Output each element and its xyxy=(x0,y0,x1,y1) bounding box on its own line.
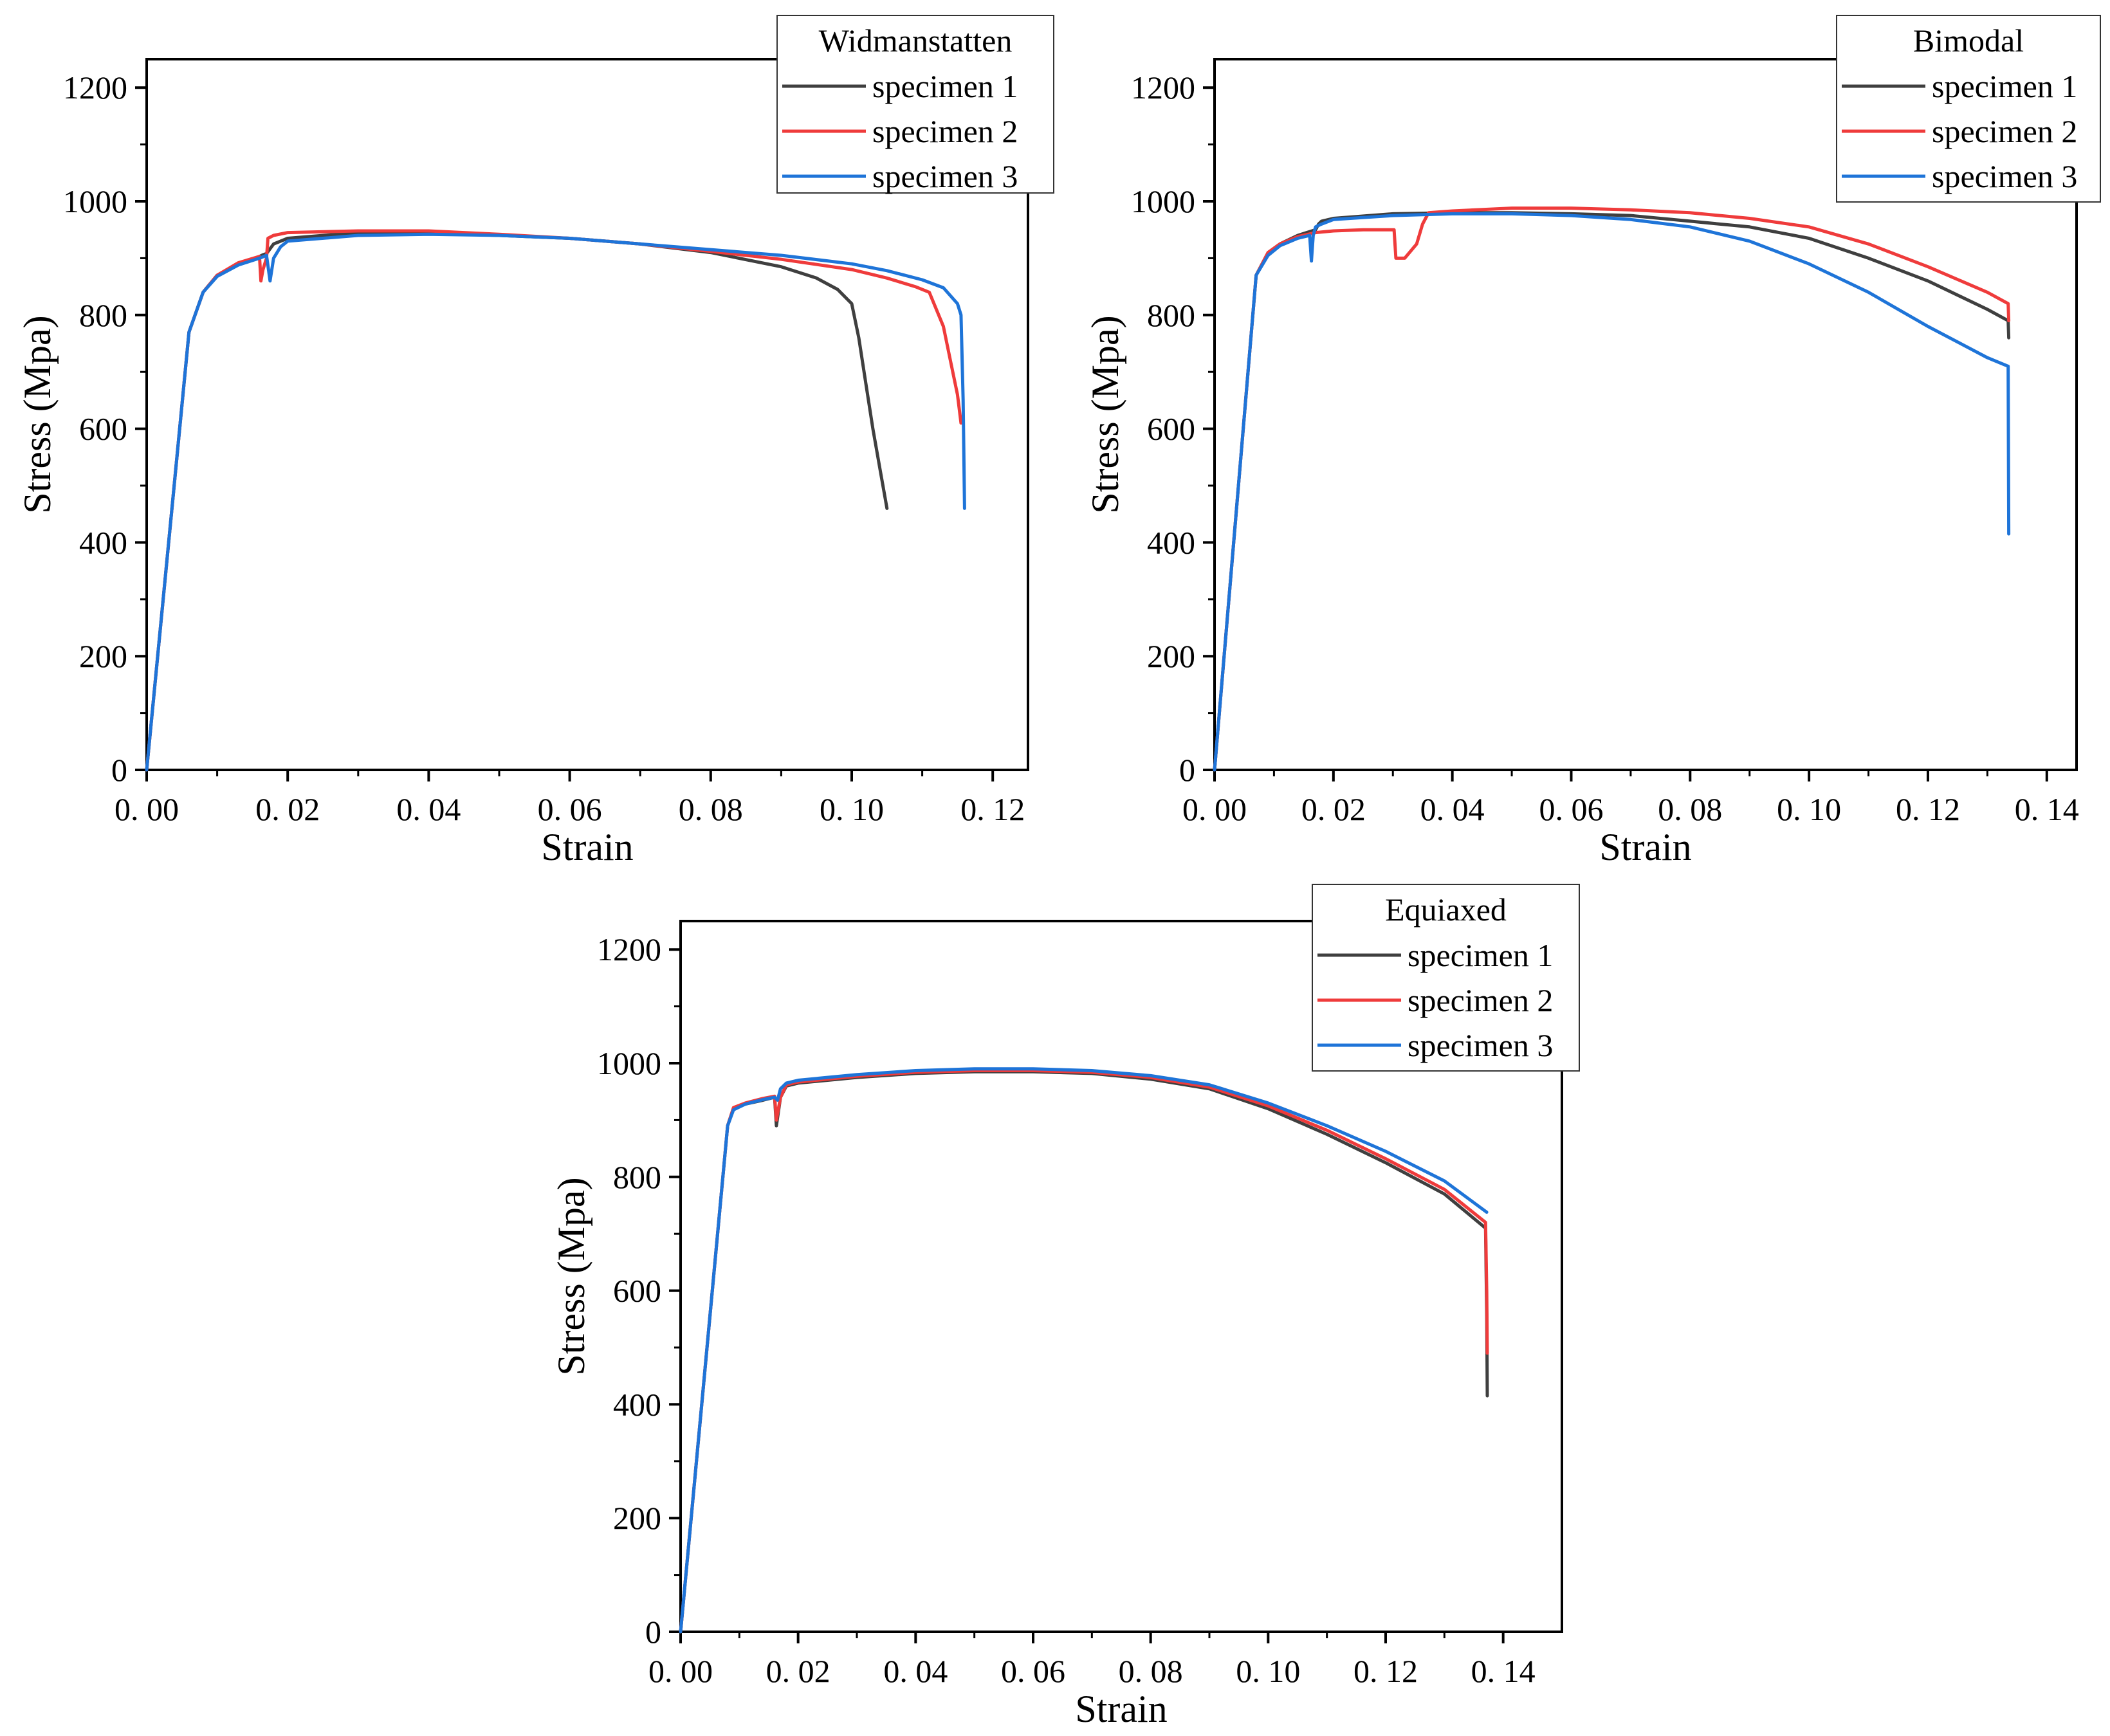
x-tick-label: 0. 14 xyxy=(2015,791,2079,827)
x-tick-label: 0. 00 xyxy=(1182,791,1247,827)
legend: Equiaxed specimen 1 specimen 2 specimen 3 xyxy=(1312,884,1580,1072)
x-tick-label: 0. 02 xyxy=(255,791,320,827)
legend: Bimodal specimen 1 specimen 2 specimen 3 xyxy=(1836,15,2101,203)
legend-title: Equiaxed xyxy=(1385,891,1507,927)
x-tick-label: 0. 06 xyxy=(538,791,602,827)
legend: Widmanstatten specimen 1 specimen 2 specime… xyxy=(776,15,1054,194)
y-tick-label: 600 xyxy=(613,1273,661,1309)
series-line-specimen-1 xyxy=(679,1070,1489,1634)
x-tick-label: 0. 00 xyxy=(648,1653,713,1689)
y-tick-label: 1000 xyxy=(597,1045,661,1081)
y-tick-label: 1000 xyxy=(1131,183,1195,219)
x-tick-label: 0. 12 xyxy=(1896,791,1960,827)
x-tick-label: 0. 10 xyxy=(1236,1653,1300,1689)
legend-label-specimen-2: specimen 2 xyxy=(1932,113,2077,149)
y-tick-label: 200 xyxy=(613,1500,661,1536)
x-tick-label: 0. 04 xyxy=(1420,791,1485,827)
chart-panel-2: 0 200 400 600 800 1000 1200 0. 00 0. 02 0. 04 0. 0… xyxy=(1084,15,2101,868)
y-tick-label: 800 xyxy=(613,1159,661,1195)
y-tick-label: 200 xyxy=(1147,638,1195,674)
chart-panel-1: 0 200 400 600 800 1000 1200 0. 00 0. 02 0. 04 0. 0… xyxy=(16,15,1054,868)
series-line-specimen-1 xyxy=(1213,211,2011,772)
y-tick-label: 400 xyxy=(613,1386,661,1422)
x-tick-label: 0. 04 xyxy=(883,1653,948,1689)
x-tick-label: 0. 14 xyxy=(1471,1653,1536,1689)
y-tick-label: 400 xyxy=(79,524,127,560)
x-tick-label: 0. 00 xyxy=(115,791,179,827)
legend-label-specimen-3: specimen 3 xyxy=(1932,158,2077,194)
y-tick-label: 1200 xyxy=(597,931,661,967)
series-line-specimen-3 xyxy=(679,1067,1489,1634)
legend-label-specimen-2: specimen 2 xyxy=(1408,982,1553,1018)
series-line-specimen-2 xyxy=(145,229,963,772)
y-axis-title: Stress (Mpa) xyxy=(16,315,59,513)
y-tick-label: 0 xyxy=(1179,752,1195,788)
series-line-specimen-2 xyxy=(1213,206,2011,772)
x-tick-label: 0. 12 xyxy=(960,791,1025,827)
y-tick-label: 1000 xyxy=(63,183,127,219)
x-tick-label: 0. 06 xyxy=(1539,791,1603,827)
x-tick-label: 0. 12 xyxy=(1353,1653,1418,1689)
x-axis-title: Strain xyxy=(1599,826,1691,868)
x-tick-label: 0. 08 xyxy=(1658,791,1722,827)
series-line-specimen-3 xyxy=(145,232,966,772)
legend-label-specimen-1: specimen 1 xyxy=(872,68,1018,104)
y-axis-title: Stress (Mpa) xyxy=(1084,315,1126,513)
y-tick-label: 600 xyxy=(1147,411,1195,447)
x-tick-label: 0. 04 xyxy=(396,791,461,827)
legend-box xyxy=(1312,884,1580,1072)
y-axis-title: Stress (Mpa) xyxy=(550,1177,592,1375)
y-tick-label: 800 xyxy=(1147,297,1195,333)
x-tick-label: 0. 08 xyxy=(1119,1653,1183,1689)
legend-label-specimen-1: specimen 1 xyxy=(1408,937,1553,973)
chart-panel-3: 0 200 400 600 800 1000 1200 0. 00 0. 02 0. 04 0. 0… xyxy=(550,884,1580,1730)
legend-box xyxy=(776,15,1054,194)
series-line-specimen-3 xyxy=(1213,212,2011,772)
y-tick-label: 1200 xyxy=(1131,69,1195,105)
legend-title: Widmanstatten xyxy=(819,23,1013,59)
plot-frame xyxy=(679,920,1563,1633)
y-tick-label: 600 xyxy=(79,411,127,447)
y-tick-label: 0 xyxy=(111,752,127,788)
legend-label-specimen-3: specimen 3 xyxy=(872,158,1018,194)
y-tick-label: 400 xyxy=(1147,524,1195,560)
x-tick-label: 0. 10 xyxy=(820,791,884,827)
y-tick-label: 0 xyxy=(645,1614,661,1650)
x-axis-title: Strain xyxy=(541,826,633,868)
plot-frame xyxy=(145,58,1029,771)
x-axis-title: Strain xyxy=(1075,1688,1167,1730)
x-tick-label: 0. 02 xyxy=(766,1653,830,1689)
series-line-specimen-1 xyxy=(145,231,889,772)
legend-label-specimen-2: specimen 2 xyxy=(872,113,1018,149)
y-tick-label: 1200 xyxy=(63,69,127,105)
x-tick-label: 0. 10 xyxy=(1777,791,1841,827)
x-tick-label: 0. 08 xyxy=(679,791,743,827)
legend-box xyxy=(1836,15,2101,203)
x-tick-label: 0. 06 xyxy=(1001,1653,1065,1689)
plot-frame xyxy=(1213,58,2078,771)
legend-title: Bimodal xyxy=(1913,23,2024,59)
legend-label-specimen-1: specimen 1 xyxy=(1932,68,2077,104)
y-tick-label: 800 xyxy=(79,297,127,333)
x-tick-label: 0. 02 xyxy=(1301,791,1366,827)
y-tick-label: 200 xyxy=(79,638,127,674)
legend-label-specimen-3: specimen 3 xyxy=(1408,1027,1553,1063)
